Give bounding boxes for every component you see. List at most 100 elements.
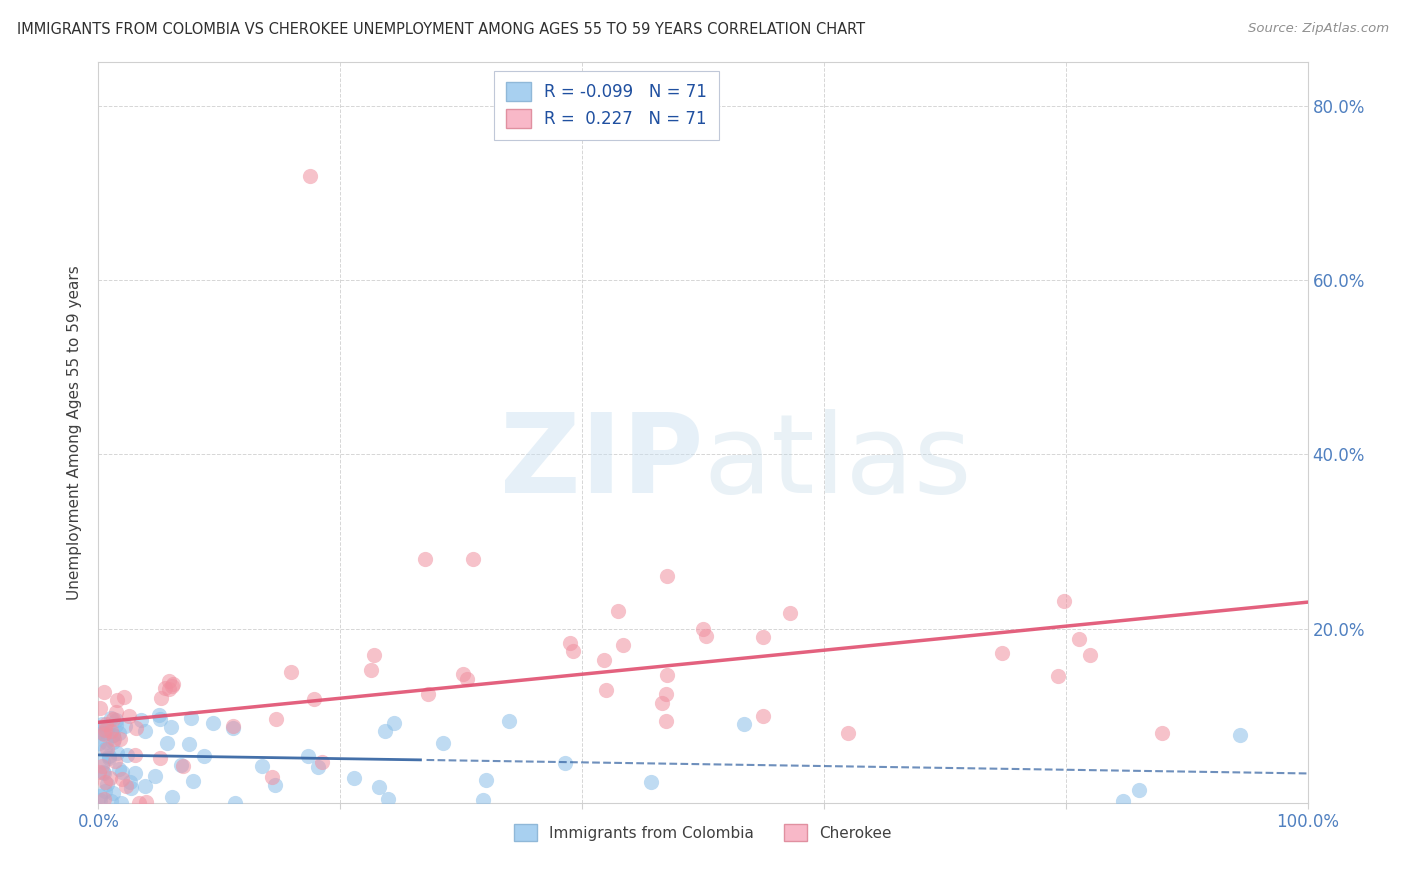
Point [149, 712, 172, 726]
Point [150, 691, 173, 706]
Point [94, 784, 117, 798]
Point [94, 723, 117, 738]
Point [98, 771, 121, 785]
Point [368, 780, 391, 794]
Point [128, 796, 150, 810]
Point [1046, 668, 1069, 682]
Point [384, 716, 406, 731]
Point [416, 687, 439, 701]
Point [117, 747, 139, 762]
Point [692, 622, 714, 636]
Point [224, 796, 246, 810]
Point [111, 772, 134, 786]
Point [101, 735, 124, 749]
Point [311, 755, 333, 769]
Point [471, 792, 494, 806]
Point [451, 666, 474, 681]
Point [456, 672, 478, 686]
Text: IMMIGRANTS FROM COLOMBIA VS CHEROKEE UNEMPLOYMENT AMONG AGES 55 TO 59 YEARS CORR: IMMIGRANTS FROM COLOMBIA VS CHEROKEE UNE… [17, 22, 865, 37]
Point [105, 693, 128, 707]
Point [463, 552, 485, 566]
Point [118, 774, 141, 789]
Point [297, 748, 319, 763]
Point [432, 736, 454, 750]
Point [733, 716, 755, 731]
Point [752, 630, 775, 644]
Point [654, 714, 676, 728]
Point [101, 786, 124, 800]
Point [107, 746, 129, 760]
Point [498, 714, 520, 729]
Point [193, 749, 215, 764]
Point [91, 726, 114, 740]
Point [558, 636, 581, 650]
Point [134, 724, 156, 739]
Point [149, 751, 172, 765]
Point [990, 646, 1012, 660]
Point [1112, 794, 1135, 808]
Point [162, 790, 184, 805]
Point [651, 696, 673, 710]
Point [607, 604, 630, 618]
Point [98, 748, 121, 763]
Point [111, 764, 134, 779]
Point [100, 794, 122, 808]
Point [114, 780, 136, 794]
Point [91, 726, 114, 740]
Point [779, 606, 801, 620]
Point [125, 721, 148, 735]
Point [89, 789, 111, 803]
Point [96, 777, 118, 791]
Point [222, 722, 245, 736]
Point [87, 736, 110, 750]
Point [159, 720, 181, 734]
Point [1069, 632, 1091, 646]
Point [101, 728, 124, 742]
Point [695, 629, 717, 643]
Point [177, 737, 200, 751]
Point [103, 728, 125, 742]
Point [1229, 728, 1251, 742]
Point [91, 764, 114, 779]
Point [1078, 648, 1101, 662]
Point [160, 679, 183, 693]
Point [562, 644, 585, 658]
Point [343, 771, 366, 785]
Point [90, 723, 112, 737]
Point [89, 764, 111, 779]
Point [94, 716, 117, 731]
Point [1053, 593, 1076, 607]
Point [221, 719, 243, 733]
Point [105, 718, 128, 732]
Point [118, 708, 141, 723]
Point [96, 722, 118, 736]
Point [100, 711, 122, 725]
Point [592, 653, 614, 667]
Point [260, 770, 283, 784]
Point [91, 717, 114, 731]
Point [655, 667, 678, 681]
Point [181, 774, 204, 789]
Point [94, 774, 117, 789]
Point [93, 766, 115, 780]
Point [360, 664, 382, 678]
Point [101, 712, 124, 726]
Point [180, 711, 202, 725]
Point [655, 569, 678, 583]
Point [89, 700, 111, 714]
Point [474, 773, 496, 788]
Point [250, 759, 273, 773]
Point [131, 713, 153, 727]
Point [143, 769, 166, 783]
Point [363, 648, 385, 662]
Point [100, 723, 122, 738]
Point [135, 796, 157, 810]
Point [264, 712, 287, 726]
Point [110, 732, 132, 747]
Point [155, 681, 177, 695]
Point [595, 682, 617, 697]
Point [107, 726, 129, 740]
Point [110, 796, 132, 810]
Point [264, 778, 287, 792]
Point [93, 685, 115, 699]
